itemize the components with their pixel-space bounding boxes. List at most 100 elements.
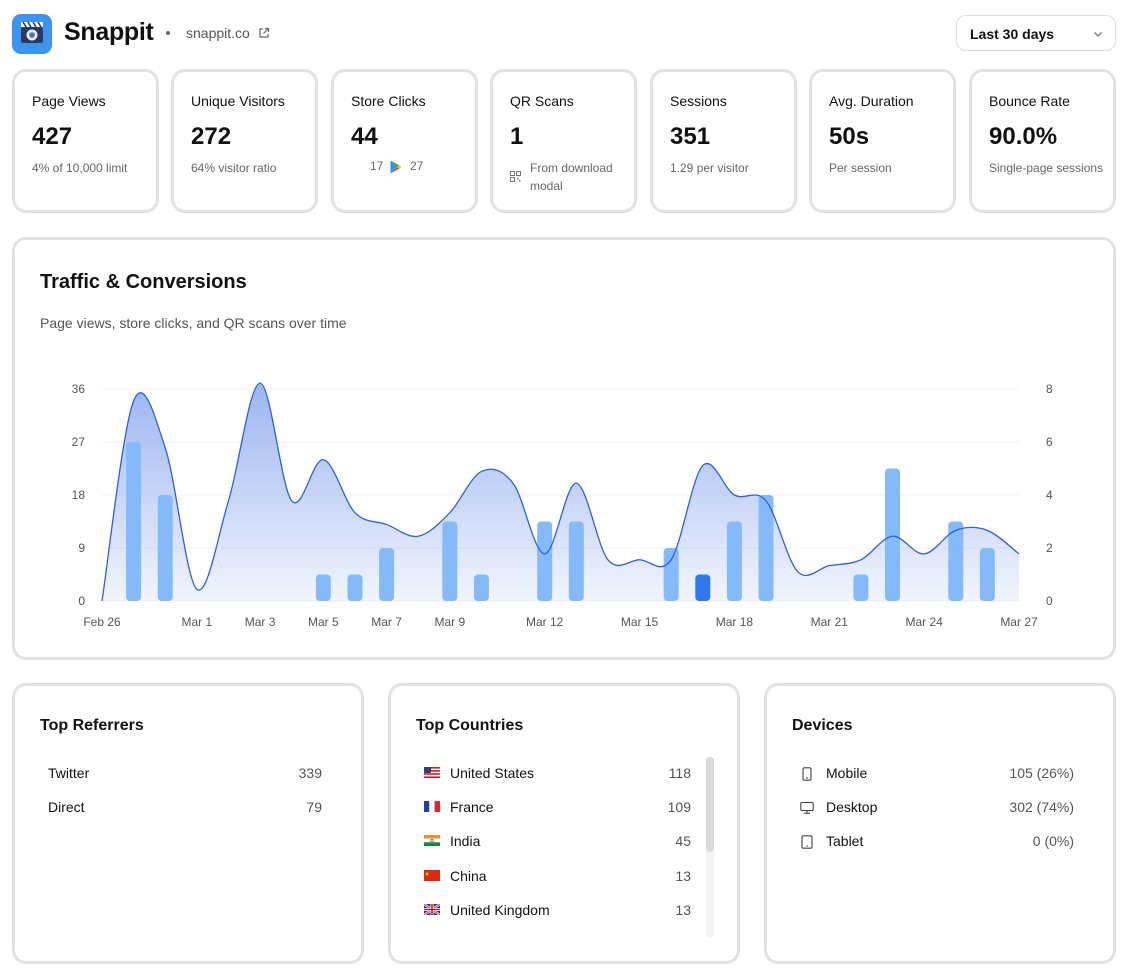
y-left-tick-label: 36: [72, 382, 86, 396]
monitor-icon: [800, 801, 814, 814]
list-item[interactable]: United Kingdom 13: [424, 900, 691, 922]
bar-store-clicks: [663, 548, 679, 601]
device-count: 0 (0%): [1032, 833, 1074, 849]
list-item[interactable]: Mobile 105 (26%): [800, 763, 1074, 785]
bar-store-clicks: [568, 521, 584, 601]
x-tick-label: Mar 9: [434, 615, 465, 629]
stat-value: 44: [351, 123, 378, 150]
y-left-tick-label: 0: [78, 594, 85, 608]
country-name: United States: [450, 765, 535, 781]
smartphone-icon: [802, 767, 812, 781]
stat-value: 1: [510, 123, 524, 150]
qr-code-icon: [510, 171, 521, 182]
list-item[interactable]: Desktop 302 (74%): [800, 797, 1074, 819]
y-left-tick-label: 27: [72, 435, 86, 449]
header: Snappit snappit.co Last 30 days: [12, 12, 1116, 54]
x-tick-label: Mar 3: [245, 615, 276, 629]
list-item[interactable]: Tablet 0 (0%): [800, 831, 1074, 853]
stat-subtext: Single-page sessions: [989, 161, 1104, 175]
stat-subtext: From download modal: [530, 161, 613, 193]
stat-card-unique-visitors: Unique Visitors 272 64% visitor ratio: [171, 69, 318, 213]
stat-card-sessions: Sessions 351 1.29 per visitor: [650, 69, 797, 213]
list-item[interactable]: France 109: [424, 797, 691, 819]
x-tick-label: Mar 7: [371, 615, 402, 629]
area-series-line: [101, 382, 1020, 602]
date-range-value: Last 30 days: [970, 26, 1055, 42]
traffic-chart-card: 0 9 18 27 36 0 2 4 6 8 Feb 26 Mar 1 Mar 3 Mar 5 Mar 7 M…: [12, 237, 1116, 660]
device-name: Mobile: [826, 765, 868, 781]
referrer-name: Direct: [48, 799, 85, 815]
y-left-tick-label: 9: [78, 541, 85, 555]
stat-label: Bounce Rate: [989, 93, 1070, 109]
google-play-count: 27: [410, 159, 424, 173]
y-left-tick-label: 18: [72, 488, 86, 502]
list-item[interactable]: Twitter 339: [48, 763, 322, 785]
stat-value: 50s: [829, 123, 870, 150]
country-name: India: [450, 833, 481, 849]
list-item[interactable]: Direct 79: [48, 797, 322, 819]
card-title: Top Referrers: [40, 717, 144, 734]
scrollbar-thumb[interactable]: [706, 757, 714, 852]
stat-card-qr-scans: QR Scans 1 From download modal: [490, 69, 637, 213]
stat-label: Avg. Duration: [829, 93, 914, 109]
traffic-chart[interactable]: 0 9 18 27 36 0 2 4 6 8 Feb 26 Mar 1 Mar 3 Mar 5 Mar 7 M…: [15, 240, 1113, 657]
chevron-down-icon: [1094, 32, 1102, 37]
stat-subtext: 4% of 10,000 limit: [32, 161, 128, 175]
referrer-count: 339: [298, 765, 322, 781]
x-tick-label: Feb 26: [83, 615, 121, 629]
referrer-name: Twitter: [48, 765, 90, 781]
bar-store-clicks: [157, 495, 173, 601]
bar-store-clicks: [473, 574, 489, 601]
date-range-select[interactable]: Last 30 days: [956, 15, 1116, 51]
country-count: 109: [667, 799, 691, 815]
card-title: Top Countries: [416, 717, 524, 734]
x-tick-label: Mar 24: [905, 615, 943, 629]
stat-label: Sessions: [670, 93, 727, 109]
referrer-count: 79: [306, 799, 322, 815]
list-item[interactable]: United States 118: [424, 763, 691, 785]
apple-store-count: 17: [370, 159, 384, 173]
x-tick-label: Mar 27: [1000, 615, 1038, 629]
bar-store-clicks: [726, 521, 742, 601]
bar-qr-scans: [695, 574, 711, 601]
bar-store-clicks: [379, 548, 395, 601]
external-link-icon[interactable]: [258, 27, 270, 39]
stat-subtext: 1.29 per visitor: [670, 161, 749, 175]
stat-card-avg-duration: Avg. Duration 50s Per session: [809, 69, 956, 213]
bar-store-clicks: [758, 495, 774, 601]
domain-link[interactable]: snappit.co: [186, 25, 250, 41]
country-name: United Kingdom: [450, 902, 550, 918]
stat-value: 427: [32, 123, 73, 150]
bar-store-clicks: [885, 468, 901, 601]
country-count: 45: [675, 833, 691, 849]
device-name: Tablet: [826, 833, 864, 849]
bar-store-clicks: [126, 442, 142, 601]
list-item[interactable]: India 45: [424, 831, 691, 853]
top-countries-card: Top Countries United States 118 France 1…: [388, 683, 740, 964]
y-right-tick-label: 2: [1046, 541, 1053, 555]
chart-title: Traffic & Conversions: [40, 271, 247, 293]
country-name: China: [450, 868, 487, 884]
stat-subtext: 64% visitor ratio: [191, 161, 277, 175]
tablet-icon: [801, 835, 813, 849]
x-tick-label: Mar 5: [308, 615, 339, 629]
bar-store-clicks: [315, 574, 331, 601]
country-count: 13: [675, 868, 691, 884]
chart-subtitle: Page views, store clicks, and QR scans o…: [40, 315, 347, 331]
gb-flag-icon: [424, 904, 440, 915]
country-count: 13: [675, 902, 691, 918]
us-flag-icon: [424, 767, 440, 778]
area-series-fill: [102, 383, 1019, 601]
x-tick-label: Mar 1: [182, 615, 213, 629]
stat-label: Unique Visitors: [191, 93, 285, 109]
in-flag-icon: [424, 835, 440, 846]
app-title: Snappit: [64, 18, 154, 46]
countries-scrollbar[interactable]: [706, 757, 714, 937]
fr-flag-icon: [424, 801, 440, 812]
bar-store-clicks: [537, 521, 553, 601]
country-name: France: [450, 799, 494, 815]
y-right-tick-label: 6: [1046, 435, 1053, 449]
card-title: Devices: [792, 717, 853, 734]
x-tick-label: Mar 12: [526, 615, 564, 629]
list-item[interactable]: China 13: [424, 866, 691, 888]
